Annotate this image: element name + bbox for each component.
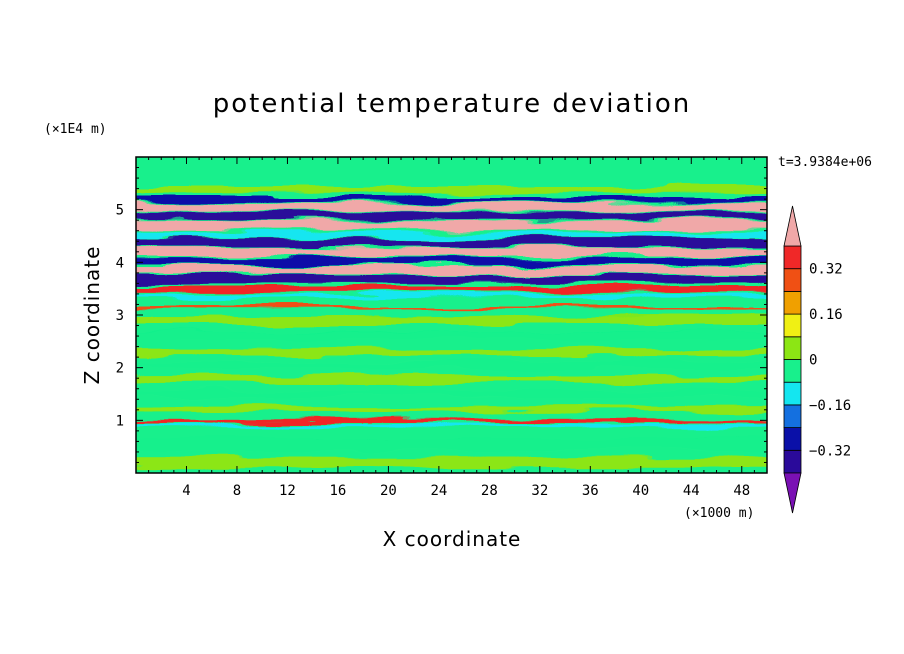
contour-band — [136, 266, 767, 275]
y-tick-label: 5 — [116, 203, 124, 219]
colorbar: 0.32 0.16 0 −0.16 −0.32 — [783, 205, 851, 514]
x-tick-label: 12 — [279, 483, 296, 499]
y-axis-ticks: 1 2 3 4 5 — [116, 167, 767, 463]
x-tick-label: 32 — [531, 483, 548, 499]
contour-band — [136, 361, 767, 369]
contour-band — [136, 305, 767, 309]
contour-band — [136, 348, 767, 356]
x-tick-label: 28 — [481, 483, 498, 499]
x-tick-label: 8 — [233, 483, 241, 499]
contour-band — [136, 257, 767, 265]
y-unit-label: (×1E4 m) — [44, 122, 107, 137]
x-tick-label: 36 — [582, 483, 599, 499]
plot-area — [136, 157, 767, 473]
colorbar-label: −0.16 — [809, 398, 851, 414]
y-tick-label: 1 — [116, 413, 124, 429]
contour-band — [136, 332, 767, 340]
x-tick-label: 44 — [683, 483, 700, 499]
contour-band — [136, 186, 767, 193]
colorbar-bin — [783, 449, 802, 474]
x-unit-label: (×1000 m) — [684, 506, 754, 521]
x-tick-label: 16 — [329, 483, 346, 499]
time-label: t=3.9384e+06 — [778, 155, 872, 170]
colorbar-extend-low — [783, 472, 802, 514]
contour-band — [136, 247, 767, 257]
colorbar-bin — [783, 290, 802, 315]
contour-band — [136, 437, 767, 451]
colorbar-bin — [783, 381, 802, 406]
contour-band — [136, 424, 767, 428]
chart-title: potential temperature deviation — [213, 89, 691, 119]
contour-band — [136, 202, 767, 212]
colorbar-bin — [783, 313, 802, 338]
colorbar-bin — [783, 336, 802, 360]
colorbar-bin — [783, 404, 802, 428]
x-tick-label: 40 — [632, 483, 649, 499]
x-tick-label: 4 — [182, 483, 190, 499]
contour-band — [136, 212, 767, 220]
x-tick-label: 24 — [430, 483, 447, 499]
y-tick-label: 4 — [116, 255, 124, 271]
x-tick-label: 48 — [733, 483, 750, 499]
x-tick-label: 20 — [380, 483, 397, 499]
colorbar-label: 0.16 — [809, 307, 843, 323]
colorbar-bin — [783, 245, 802, 270]
contour-band — [136, 406, 767, 412]
contour-band — [136, 316, 767, 325]
y-tick-label: 3 — [116, 308, 124, 324]
contour-band — [136, 293, 767, 299]
y-axis-label: Z coordinate — [80, 246, 104, 385]
colorbar-label: 0 — [809, 353, 817, 369]
colorbar-bin — [783, 427, 802, 451]
colorbar-label: 0.32 — [809, 262, 843, 278]
contour-bands — [136, 186, 767, 468]
contour-band — [136, 390, 767, 398]
contour-band — [136, 275, 767, 283]
contour-band — [136, 457, 767, 468]
contour-band — [136, 419, 767, 423]
x-axis-ticks: 4 8 12 16 20 24 28 32 36 40 44 48 — [148, 157, 755, 499]
contour-band — [136, 375, 767, 383]
y-tick-label: 2 — [116, 361, 124, 377]
contour-band — [136, 220, 767, 231]
contour-band — [136, 196, 767, 202]
colorbar-bin — [783, 359, 802, 383]
contour-band — [136, 232, 767, 238]
colorbar-label: −0.32 — [809, 443, 851, 459]
contour-band — [136, 285, 767, 292]
contour-band — [136, 238, 767, 247]
colorbar-extend-high — [783, 205, 802, 247]
colorbar-bin — [783, 268, 802, 292]
x-axis-label: X coordinate — [383, 527, 522, 551]
